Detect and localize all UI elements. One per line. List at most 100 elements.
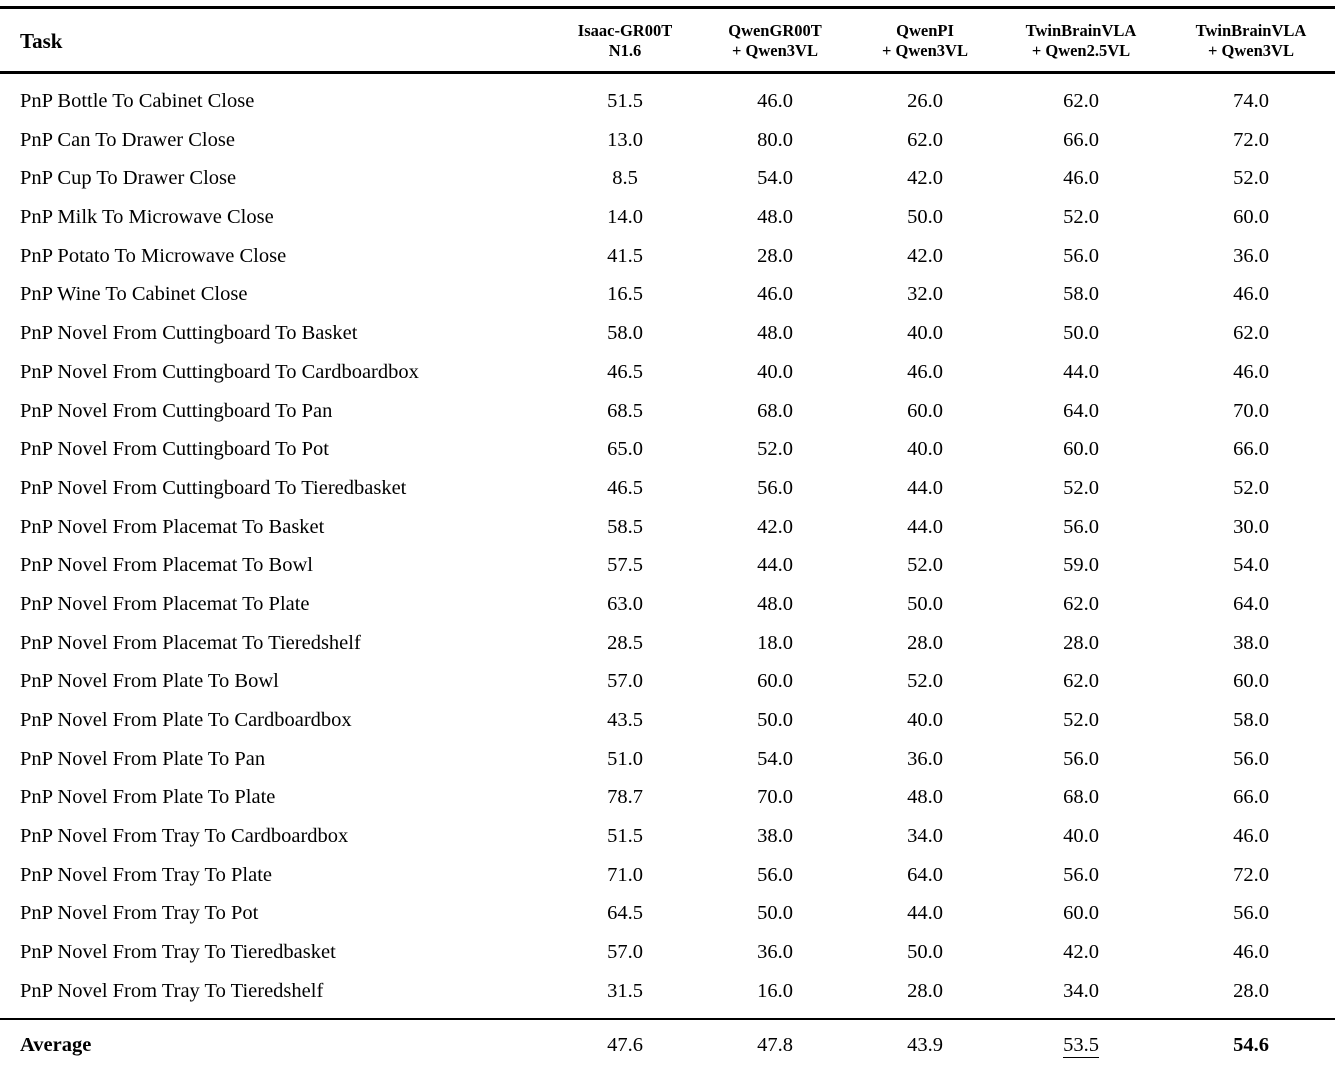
column-header-line1: QwenPI — [896, 21, 954, 40]
value-cell: 58.5 — [607, 515, 643, 538]
task-cell: PnP Wine To Cabinet Close — [20, 283, 248, 306]
value-cell: 68.0 — [1063, 786, 1099, 809]
value-cell: 54.0 — [757, 747, 793, 770]
task-cell: PnP Novel From Tray To Tieredbasket — [20, 941, 336, 964]
value-cell: 18.0 — [757, 631, 793, 654]
value-cell: 80.0 — [757, 128, 793, 151]
table-row: PnP Novel From Cuttingboard To Basket 58.… — [0, 314, 1335, 353]
task-cell: PnP Novel From Tray To Tieredshelf — [20, 979, 324, 1002]
value-cell: 62.0 — [1063, 592, 1099, 615]
value-cell: 28.0 — [1233, 979, 1269, 1002]
table-row: PnP Bottle To Cabinet Close 51.5 46.0 26.0 6… — [0, 73, 1335, 121]
table-row: PnP Cup To Drawer Close 8.5 54.0 42.0 46.0 52… — [0, 159, 1335, 198]
average-row: Average 47.6 47.8 43.9 53.5 54.6 — [0, 1017, 1335, 1070]
value-cell: 50.0 — [757, 902, 793, 925]
value-cell: 74.0 — [1233, 90, 1269, 112]
table-header: Task Isaac-GR00T N1.6 QwenGR00T + Qwen3VL Qw… — [0, 7, 1335, 74]
table-row: PnP Novel From Plate To Plate 78.7 70.0 48.… — [0, 778, 1335, 817]
value-cell: 48.0 — [757, 206, 793, 229]
value-cell: 52.0 — [1063, 476, 1099, 499]
value-cell: 66.0 — [1233, 786, 1269, 809]
table-row: PnP Novel From Placemat To Basket 58.5 42.… — [0, 507, 1335, 546]
value-cell: 60.0 — [907, 399, 943, 422]
column-header-model: Isaac-GR00T N1.6 — [555, 7, 695, 74]
value-cell: 51.5 — [607, 90, 643, 112]
value-cell: 42.0 — [907, 167, 943, 190]
value-cell: 44.0 — [907, 515, 943, 538]
task-cell: PnP Novel From Cuttingboard To Pan — [20, 399, 333, 422]
column-header-task: Task — [0, 7, 555, 74]
value-cell: 54.0 — [757, 167, 793, 190]
task-cell: PnP Novel From Plate To Plate — [20, 786, 276, 809]
value-cell: 48.0 — [907, 786, 943, 809]
value-cell: 34.0 — [1063, 979, 1099, 1002]
value-cell: 78.7 — [607, 786, 643, 809]
header-row: Task Isaac-GR00T N1.6 QwenGR00T + Qwen3VL Qw… — [0, 7, 1335, 74]
value-cell: 52.0 — [1233, 167, 1269, 190]
task-cell: PnP Bottle To Cabinet Close — [20, 90, 255, 112]
column-header-line2: + Qwen2.5VL — [1031, 41, 1131, 60]
value-cell: 52.0 — [1063, 709, 1099, 731]
value-cell: 8.5 — [612, 167, 638, 190]
value-cell: 58.0 — [1233, 709, 1269, 731]
column-header-line2: + Qwen3VL — [732, 41, 818, 60]
value-cell: 36.0 — [1233, 244, 1269, 267]
value-cell: 46.0 — [1063, 167, 1099, 190]
column-header-line1: TwinBrainVLA — [1025, 21, 1137, 40]
value-cell: 48.0 — [757, 592, 793, 615]
value-cell: 57.0 — [607, 941, 643, 964]
value-cell: 52.0 — [907, 670, 943, 693]
task-cell: PnP Novel From Cuttingboard To Basket — [20, 322, 358, 345]
value-cell: 63.0 — [607, 592, 643, 615]
value-cell: 30.0 — [1233, 515, 1269, 538]
task-cell: PnP Novel From Placemat To Plate — [20, 592, 310, 615]
task-cell: PnP Novel From Placemat To Tieredshelf — [20, 631, 361, 654]
task-cell: PnP Cup To Drawer Close — [20, 167, 237, 190]
results-table: Task Isaac-GR00T N1.6 QwenGR00T + Qwen3VL Qw… — [0, 6, 1335, 1070]
value-cell: 59.0 — [1063, 554, 1099, 577]
task-cell: PnP Novel From Cuttingboard To Pot — [20, 438, 329, 461]
table-row: PnP Novel From Plate To Bowl 57.0 60.0 52.0… — [0, 662, 1335, 701]
value-cell: 28.0 — [907, 631, 943, 654]
task-cell: PnP Novel From Plate To Bowl — [20, 670, 279, 693]
table-row: PnP Novel From Placemat To Bowl 57.5 44.0 5… — [0, 546, 1335, 585]
column-header-line1: QwenGR00T — [728, 21, 822, 40]
value-cell: 32.0 — [907, 283, 943, 306]
value-cell: 28.5 — [607, 631, 643, 654]
value-cell: 50.0 — [1063, 322, 1099, 345]
table-body: PnP Bottle To Cabinet Close 51.5 46.0 26.0 6… — [0, 73, 1335, 1019]
value-cell: 31.5 — [607, 979, 643, 1002]
table-row: PnP Novel From Plate To Pan 51.0 54.0 36.0 5… — [0, 740, 1335, 779]
value-cell: 65.0 — [607, 438, 643, 461]
average-value-cell: 47.8 — [695, 1017, 855, 1070]
value-cell: 52.0 — [1233, 476, 1269, 499]
table-row: PnP Novel From Cuttingboard To Pot 65.0 52… — [0, 430, 1335, 469]
average-value-cell: 43.9 — [855, 1017, 995, 1070]
value-cell: 36.0 — [757, 941, 793, 964]
task-cell: PnP Novel From Plate To Cardboardbox — [20, 709, 352, 731]
value-cell: 60.0 — [1233, 670, 1269, 693]
value-cell: 14.0 — [607, 206, 643, 229]
value-cell: 56.0 — [1063, 244, 1099, 267]
value-cell: 44.0 — [757, 554, 793, 577]
task-cell: PnP Can To Drawer Close — [20, 128, 235, 151]
value-cell: 70.0 — [757, 786, 793, 809]
value-cell: 44.0 — [907, 476, 943, 499]
value-cell: 62.0 — [1233, 322, 1269, 345]
task-cell: PnP Novel From Placemat To Basket — [20, 515, 325, 538]
task-cell: PnP Novel From Placemat To Bowl — [20, 554, 313, 577]
value-cell: 43.5 — [607, 709, 643, 731]
value-cell: 40.0 — [1063, 825, 1099, 848]
table-row: PnP Novel From Cuttingboard To Cardboard… — [0, 353, 1335, 392]
value-cell: 50.0 — [907, 592, 943, 615]
value-cell: 57.0 — [607, 670, 643, 693]
value-cell: 60.0 — [1063, 438, 1099, 461]
average-value-cell: 47.6 — [555, 1017, 695, 1070]
value-cell: 64.0 — [907, 863, 943, 886]
table-row: PnP Novel From Placemat To Plate 63.0 48.0… — [0, 585, 1335, 624]
value-cell: 52.0 — [757, 438, 793, 461]
column-header-line2: + Qwen3VL — [1208, 41, 1294, 60]
value-cell: 60.0 — [1063, 902, 1099, 925]
value-cell: 52.0 — [1063, 206, 1099, 229]
value-cell: 46.0 — [1233, 825, 1269, 848]
